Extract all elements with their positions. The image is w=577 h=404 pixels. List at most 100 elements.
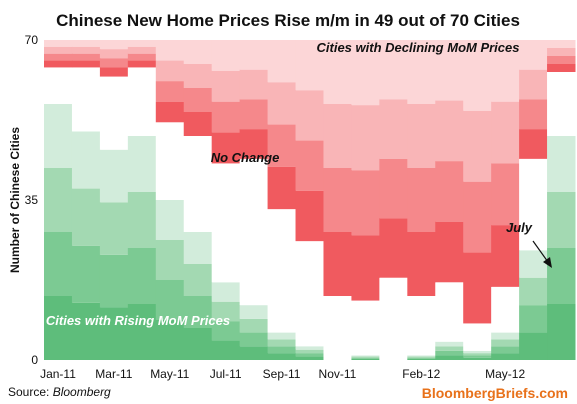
- bar-declining-Sep-11: [267, 124, 297, 167]
- bar-nochange-Aug-11: [239, 158, 269, 306]
- x-tick-label: May-12: [485, 367, 525, 381]
- bar-rising-Mar-12: [435, 355, 464, 360]
- bar-declining-Jul-11: [211, 40, 241, 71]
- bar-rising-Aug-11: [239, 318, 269, 333]
- bar-rising-Jul-12: [547, 248, 576, 304]
- bar-rising-Sep-11: [267, 332, 297, 340]
- bar-declining-Mar-11: [99, 40, 129, 50]
- bar-rising-Mar-12: [435, 350, 464, 356]
- bar-declining-Aug-11: [239, 129, 269, 159]
- bar-rising-Sep-11: [267, 353, 297, 360]
- bar-declining-Dec-11: [351, 170, 380, 236]
- bar-declining-May-11: [155, 101, 185, 123]
- bar-nochange-Jun-11: [183, 136, 213, 232]
- plot-area: [44, 40, 576, 360]
- bar-declining-Mar-11: [99, 58, 129, 68]
- bar-declining-Sep-11: [267, 82, 297, 125]
- bar-rising-Oct-11: [295, 353, 324, 357]
- bar-declining-Apr-11: [127, 46, 157, 54]
- bar-declining-Jul-11: [211, 132, 241, 164]
- brand-text: BloombergBriefs.com: [422, 385, 568, 401]
- x-tick-label: May-11: [150, 367, 189, 381]
- bar-rising-May-12: [491, 339, 520, 347]
- bar-declining-May-11: [155, 81, 185, 102]
- bar-rising-Apr-12: [463, 357, 492, 360]
- bar-declining-Jan-12: [379, 158, 408, 219]
- bar-declining-Dec-11: [351, 105, 380, 171]
- bar-nochange-Jul-11: [211, 163, 241, 283]
- bar-declining-Jun-11: [183, 112, 213, 136]
- y-tick-label: 0: [31, 353, 38, 367]
- bar-rising-May-11: [155, 320, 185, 360]
- source-text: Source: Bloomberg: [8, 385, 111, 399]
- x-tick-label: Jul-11: [210, 367, 242, 381]
- bar-declining-Feb-12: [407, 104, 436, 168]
- bar-rising-Mar-11: [99, 202, 129, 255]
- bar-declining-Mar-11: [99, 67, 129, 77]
- bar-rising-Jul-11: [211, 282, 241, 302]
- x-tick-label: Nov-11: [319, 367, 357, 381]
- bar-declining-Jul-12: [547, 64, 576, 72]
- bar-rising-Feb-12: [407, 355, 436, 357]
- x-tick-label: Mar-11: [95, 367, 132, 381]
- bar-rising-Jun-12: [519, 277, 548, 306]
- bar-nochange-Feb-11: [71, 67, 101, 132]
- bar-rising-Aug-11: [239, 305, 269, 319]
- bar-declining-Apr-11: [127, 60, 157, 68]
- bar-rising-Jun-12: [519, 305, 548, 333]
- x-tick-label: Jan-11: [40, 367, 76, 381]
- bar-declining-Jul-11: [211, 101, 241, 133]
- bar-declining-Mar-12: [435, 40, 464, 101]
- y-tick-label: 35: [25, 193, 39, 207]
- bar-declining-Jan-11: [44, 46, 73, 54]
- bar-rising-Jun-12: [519, 332, 548, 360]
- bar-declining-Jan-12: [379, 218, 408, 278]
- bar-rising-Jun-11: [183, 296, 213, 328]
- bar-rising-Jan-11: [44, 296, 73, 360]
- bar-nochange-Mar-12: [435, 282, 464, 342]
- bar-declining-Aug-11: [239, 69, 269, 100]
- bar-declining-Feb-12: [407, 168, 436, 232]
- bar-declining-Dec-11: [351, 40, 380, 106]
- bar-declining-Oct-11: [295, 40, 324, 91]
- bar-declining-May-11: [155, 60, 185, 82]
- july-arrow-line: [532, 240, 549, 263]
- bar-declining-Jun-12: [519, 129, 548, 159]
- bar-rising-Jul-11: [211, 340, 241, 360]
- bar-rising-Apr-12: [463, 355, 492, 358]
- bar-declining-Jul-12: [547, 48, 576, 56]
- source-name: Bloomberg: [53, 385, 111, 399]
- bar-rising-Feb-12: [407, 358, 436, 360]
- bar-nochange-Feb-12: [407, 296, 436, 356]
- bar-rising-Aug-11: [239, 332, 269, 347]
- bar-declining-Apr-12: [463, 181, 492, 253]
- bar-declining-Jun-11: [183, 40, 213, 64]
- bar-declining-Apr-12: [463, 252, 492, 324]
- bar-declining-Feb-12: [407, 232, 436, 296]
- bar-declining-Feb-11: [71, 53, 101, 61]
- bar-declining-May-12: [491, 225, 520, 287]
- bar-rising-Mar-12: [435, 346, 464, 351]
- bar-rising-Oct-11: [295, 346, 324, 350]
- bar-rising-Oct-11: [295, 349, 324, 354]
- bar-declining-Apr-12: [463, 110, 492, 182]
- bar-nochange-May-11: [155, 122, 185, 200]
- bar-rising-Jun-11: [183, 232, 213, 264]
- bar-rising-May-11: [155, 200, 185, 240]
- bar-declining-Jan-11: [44, 60, 73, 68]
- bar-rising-Dec-11: [351, 357, 380, 359]
- bar-rising-Feb-11: [71, 188, 101, 246]
- y-axis-ticks: 0 35 70: [25, 33, 39, 367]
- bar-declining-Nov-11: [323, 104, 352, 168]
- x-tick-label: Sep-11: [263, 367, 301, 381]
- bar-rising-Apr-11: [127, 304, 157, 360]
- y-axis-label: Number of Chinese Cities: [8, 127, 22, 273]
- july-arrow-head: [543, 257, 552, 268]
- bar-rising-Jul-12: [547, 136, 576, 192]
- bar-rising-Jan-11: [44, 232, 73, 296]
- bar-rising-Jun-11: [183, 328, 213, 360]
- bar-rising-Feb-11: [71, 245, 101, 303]
- bar-nochange-Dec-11: [351, 300, 380, 356]
- bar-declining-Aug-11: [239, 99, 269, 130]
- bar-declining-Feb-11: [71, 46, 101, 54]
